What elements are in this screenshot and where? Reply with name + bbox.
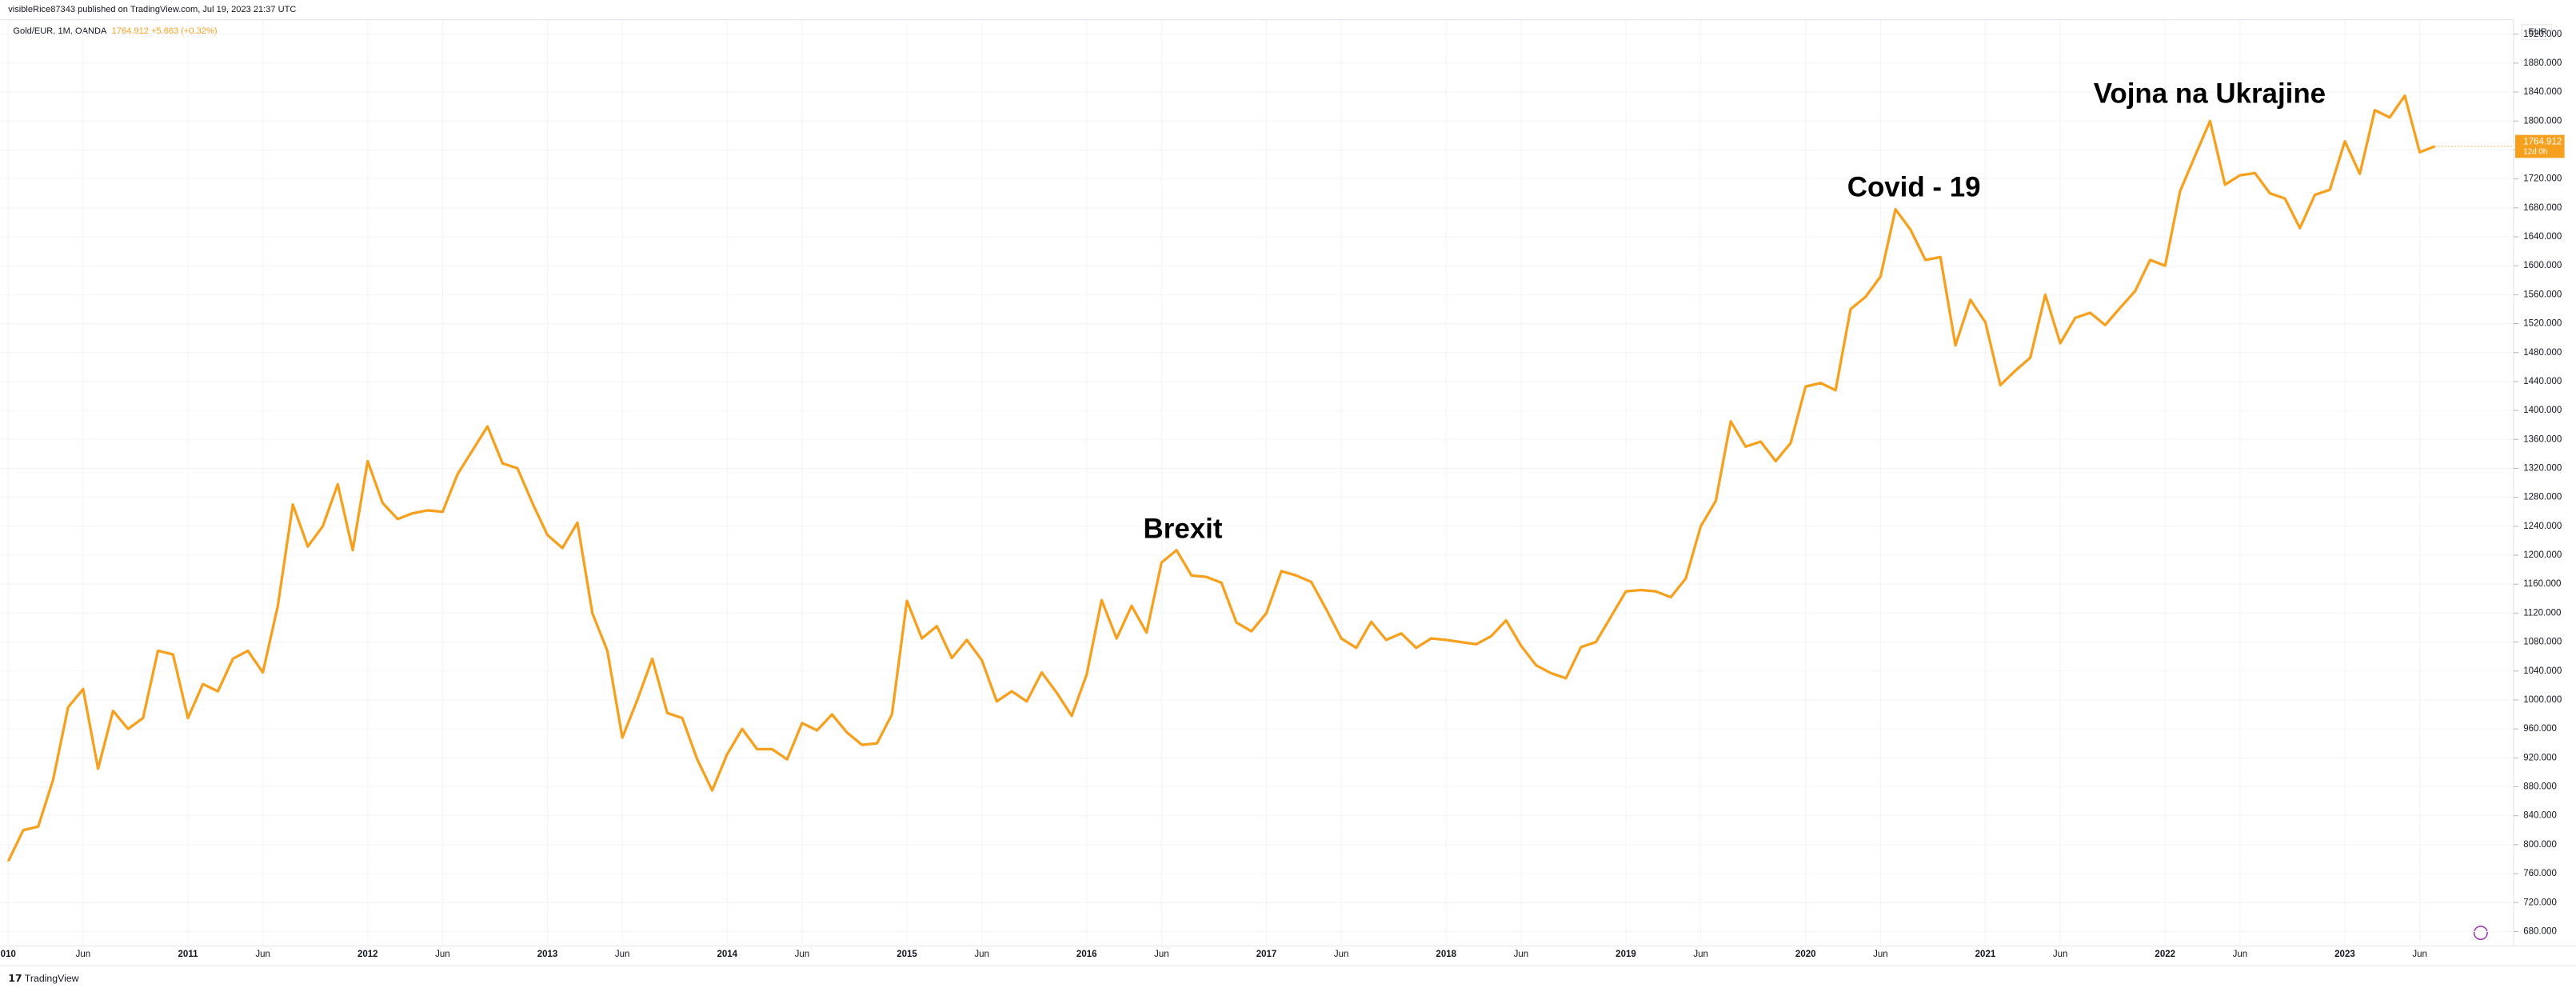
currency-box[interactable] bbox=[2521, 24, 2552, 40]
y-tick-label: 1200.000 bbox=[2523, 550, 2562, 560]
brand-logo: 𝟭𝟳 bbox=[8, 973, 22, 984]
y-tick-label: 1120.000 bbox=[2523, 608, 2561, 618]
y-tick-label: 1840.000 bbox=[2523, 87, 2562, 97]
y-tick-label: 1520.000 bbox=[2523, 319, 2562, 329]
y-tick-label: 1320.000 bbox=[2523, 464, 2562, 474]
y-tick-label: 1360.000 bbox=[2523, 434, 2562, 444]
x-tick-label: 2015 bbox=[897, 950, 917, 959]
x-tick-label: Jun bbox=[255, 950, 270, 959]
y-tick-label: 840.000 bbox=[2523, 811, 2557, 821]
y-tick-label: 1080.000 bbox=[2523, 638, 2562, 647]
x-tick-label: Jun bbox=[2233, 950, 2248, 959]
footer-brand: TradingView bbox=[25, 973, 79, 984]
x-tick-label: Jun bbox=[435, 950, 450, 959]
y-tick-label: 960.000 bbox=[2523, 724, 2557, 734]
x-tick-label: Jun bbox=[974, 950, 989, 959]
y-tick-label: 1400.000 bbox=[2523, 406, 2562, 415]
symbol-title: Gold/EUR, 1M, OANDA bbox=[13, 26, 107, 36]
y-tick-label: 1920.000 bbox=[2523, 30, 2562, 39]
price-line bbox=[6, 94, 2435, 862]
x-tick-label: 2014 bbox=[717, 950, 737, 959]
x-tick-label: Jun bbox=[1154, 950, 1169, 959]
y-tick-label: 1000.000 bbox=[2523, 695, 2562, 705]
x-tick-label: 2016 bbox=[1076, 950, 1097, 959]
y-tick-label: 1600.000 bbox=[2523, 261, 2562, 270]
publisher: visibleRice87343 published on TradingVie… bbox=[8, 5, 296, 14]
x-tick-label: 2017 bbox=[1256, 950, 1277, 959]
x-tick-label: Jun bbox=[795, 950, 810, 959]
countdown: 12d 0h bbox=[2523, 147, 2547, 156]
y-tick-label: 1480.000 bbox=[2523, 348, 2562, 358]
x-tick-label: Jun bbox=[615, 950, 630, 959]
annotation: Covid - 19 bbox=[1847, 171, 1981, 202]
y-tick-label: 1560.000 bbox=[2523, 290, 2562, 299]
x-tick-label: 2013 bbox=[537, 950, 558, 959]
y-tick-label: 1040.000 bbox=[2523, 666, 2562, 676]
currency: EUR bbox=[2528, 27, 2546, 37]
x-tick-label: Jun bbox=[1514, 950, 1529, 959]
x-tick-label: 2011 bbox=[178, 950, 199, 959]
x-tick-label: 2019 bbox=[1615, 950, 1636, 959]
last-price-label: 1764.912 bbox=[2523, 138, 2562, 147]
x-tick-label: Jun bbox=[1693, 950, 1708, 959]
y-tick-label: 760.000 bbox=[2523, 869, 2557, 878]
x-tick-label: 2023 bbox=[2334, 950, 2355, 959]
legend-value: 1764.912 +5.663 (+0.32%) bbox=[112, 26, 218, 36]
y-tick-label: 1880.000 bbox=[2523, 58, 2562, 68]
y-tick-label: 1680.000 bbox=[2523, 203, 2562, 213]
y-tick-label: 1720.000 bbox=[2523, 174, 2562, 184]
x-tick-label: 2018 bbox=[1436, 950, 1456, 959]
x-tick-label: Jun bbox=[2053, 950, 2068, 959]
lightning-icon[interactable] bbox=[2473, 926, 2488, 941]
y-tick-label: 1800.000 bbox=[2523, 116, 2562, 126]
annotation: Vojna na Ukrajine bbox=[2094, 78, 2326, 109]
y-tick-label: 1160.000 bbox=[2523, 579, 2561, 589]
x-tick-label: 2020 bbox=[1795, 950, 1816, 959]
x-tick-label: Jun bbox=[76, 950, 91, 959]
y-tick-label: 680.000 bbox=[2523, 926, 2557, 936]
y-tick-label: 1240.000 bbox=[2523, 522, 2562, 531]
x-tick-label: 2022 bbox=[2155, 950, 2175, 959]
x-tick-label: Jun bbox=[1334, 950, 1349, 959]
x-tick-label: Jun bbox=[1873, 950, 1888, 959]
y-tick-label: 920.000 bbox=[2523, 753, 2557, 762]
y-tick-label: 800.000 bbox=[2523, 840, 2557, 850]
x-tick-label: Jun bbox=[2412, 950, 2427, 959]
annotation: Brexit bbox=[1144, 513, 1223, 544]
y-tick-label: 1440.000 bbox=[2523, 377, 2562, 386]
y-tick-label: 1640.000 bbox=[2523, 232, 2562, 242]
x-tick-label: 2021 bbox=[1975, 950, 1996, 959]
x-tick-label: 010 bbox=[1, 950, 16, 959]
y-tick-label: 1280.000 bbox=[2523, 493, 2562, 502]
x-tick-label: 2012 bbox=[357, 950, 378, 959]
last-price-tag bbox=[2514, 134, 2565, 158]
y-tick-label: 880.000 bbox=[2523, 782, 2557, 792]
y-tick-label: 720.000 bbox=[2523, 898, 2557, 907]
